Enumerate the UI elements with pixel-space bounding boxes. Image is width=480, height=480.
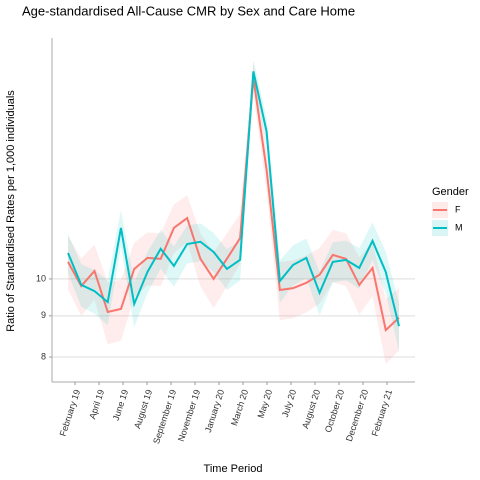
x-axis-title: Time Period bbox=[204, 463, 263, 475]
series-line bbox=[67, 71, 400, 327]
x-tick-label: September 19 bbox=[151, 388, 178, 445]
x-tick-label: February 19 bbox=[58, 388, 83, 437]
x-tick-label: July 20 bbox=[280, 388, 298, 418]
x-tick-label: October 20 bbox=[323, 388, 346, 433]
x-tick-label: December 20 bbox=[344, 388, 370, 442]
x-tick-label: April 19 bbox=[87, 388, 106, 420]
x-tick-label: August 19 bbox=[132, 388, 154, 430]
y-axis-title: Ratio of Standardised Rates per 1,000 in… bbox=[5, 90, 17, 332]
x-tick-label: June 19 bbox=[111, 388, 130, 422]
chart-title: Age-standardised All-Cause CMR by Sex an… bbox=[22, 3, 355, 18]
y-tick-label: 9 bbox=[41, 310, 46, 320]
legend-label: F bbox=[455, 204, 461, 214]
ribbon bbox=[68, 62, 399, 365]
x-tick-label: November 19 bbox=[176, 388, 202, 442]
x-tick-label: January 20 bbox=[203, 388, 226, 433]
x-tick-label: March 20 bbox=[229, 388, 250, 427]
y-tick-label: 10 bbox=[36, 273, 46, 283]
y-tick-label: 8 bbox=[41, 351, 46, 361]
legend-title: Gender bbox=[432, 186, 469, 198]
series-line bbox=[67, 77, 400, 333]
ribbon bbox=[68, 59, 399, 351]
x-tick-label: May 20 bbox=[256, 388, 275, 419]
x-tick-label: August 20 bbox=[300, 388, 322, 430]
legend-label: M bbox=[455, 222, 463, 232]
x-tick-label: February 21 bbox=[370, 388, 395, 437]
